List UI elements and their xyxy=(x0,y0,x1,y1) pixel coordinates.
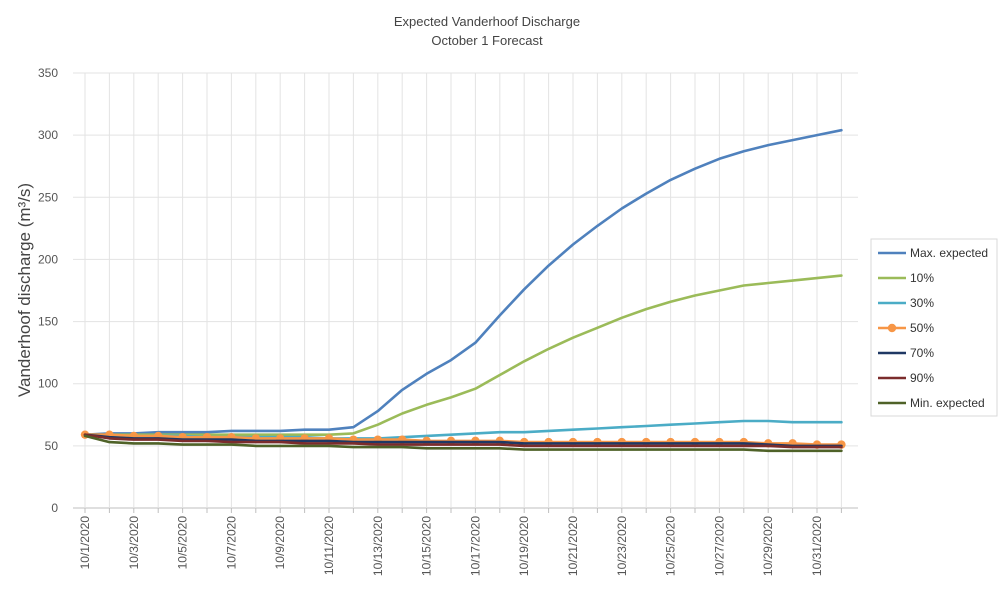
legend-label: Min. expected xyxy=(910,396,985,410)
y-tick-label: 300 xyxy=(38,128,58,142)
x-tick-label: 10/13/2020 xyxy=(371,516,385,576)
y-axis-title: Vanderhoof discharge (m³/s) xyxy=(15,183,34,397)
series-line xyxy=(83,433,843,449)
x-tick-label: 10/3/2020 xyxy=(127,516,141,570)
y-tick-label: 50 xyxy=(45,439,59,453)
series-group xyxy=(83,128,843,437)
x-tick-label: 10/11/2020 xyxy=(322,516,336,575)
x-tick-label: 10/19/2020 xyxy=(517,516,531,576)
series-group xyxy=(83,434,843,453)
series-line xyxy=(83,274,843,437)
series-line xyxy=(83,419,843,440)
x-tick-label: 10/7/2020 xyxy=(224,516,238,570)
x-tick-label: 10/1/2020 xyxy=(78,516,92,570)
x-tick-label: 10/9/2020 xyxy=(273,516,287,570)
x-tick-label: 10/23/2020 xyxy=(615,516,629,576)
y-tick-label: 100 xyxy=(38,377,58,391)
y-tick-label: 200 xyxy=(38,252,58,266)
x-tick-label: 10/31/2020 xyxy=(810,516,824,576)
legend-label: 30% xyxy=(910,296,934,310)
legend-label: 90% xyxy=(910,371,934,385)
legend-items: Max. expected 10% 30% 50% 70% 90% Min. expecte… xyxy=(878,246,988,410)
legend-label: 70% xyxy=(910,346,934,360)
series-group xyxy=(83,274,843,437)
y-axis-ticks: 0 50 100 150 200 250 300 350 xyxy=(38,66,58,515)
x-tick-label: 10/29/2020 xyxy=(761,516,775,576)
x-tick-label: 10/5/2020 xyxy=(176,516,190,570)
chart-title: Expected Vanderhoof Discharge xyxy=(394,14,580,29)
series-line xyxy=(83,433,843,448)
series-group xyxy=(83,433,843,449)
y-tick-label: 0 xyxy=(51,501,58,515)
y-tick-label: 250 xyxy=(38,190,58,204)
series-lines xyxy=(80,128,846,453)
x-axis-ticks: 10/1/2020 10/3/2020 10/5/2020 10/7/2020 10/9… xyxy=(78,508,842,576)
legend: Max. expected 10% 30% 50% 70% 90% Min. expecte… xyxy=(870,238,998,417)
legend-label: 50% xyxy=(910,321,934,335)
x-tick-label: 10/17/2020 xyxy=(468,516,482,576)
legend-label: Max. expected xyxy=(910,246,988,260)
legend-label: 10% xyxy=(910,271,934,285)
x-tick-label: 10/25/2020 xyxy=(664,516,678,576)
y-tick-label: 350 xyxy=(38,66,58,80)
series-line xyxy=(83,128,843,437)
series-group xyxy=(83,419,843,440)
y-tick-label: 150 xyxy=(38,315,58,329)
series-line xyxy=(83,434,843,453)
legend-marker xyxy=(887,323,897,333)
series-group xyxy=(83,433,843,448)
x-tick-label: 10/21/2020 xyxy=(566,516,580,576)
chart-subtitle: October 1 Forecast xyxy=(431,33,543,48)
x-tick-label: 10/15/2020 xyxy=(420,516,434,576)
x-tick-label: 10/27/2020 xyxy=(712,516,726,576)
